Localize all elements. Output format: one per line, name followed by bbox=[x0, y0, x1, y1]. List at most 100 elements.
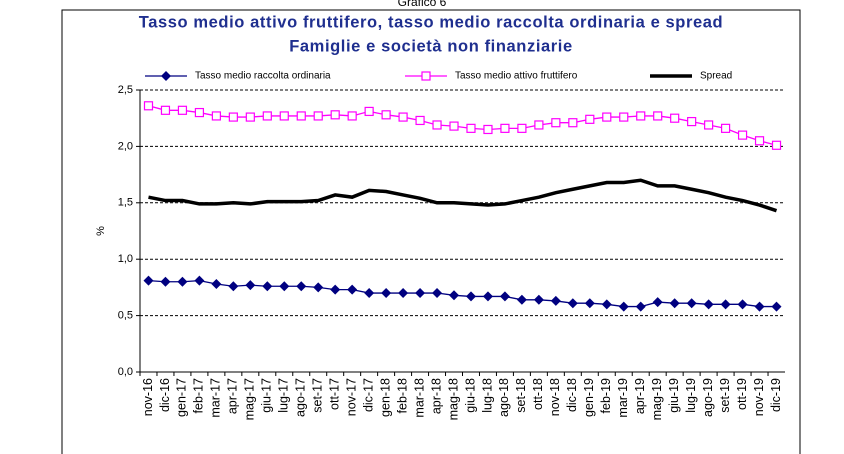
x-tick-label: dic-17 bbox=[361, 378, 375, 412]
point bbox=[754, 136, 765, 146]
point bbox=[449, 121, 459, 131]
point bbox=[296, 111, 306, 121]
point bbox=[568, 118, 578, 128]
point bbox=[636, 111, 646, 121]
x-tick-label: set-19 bbox=[718, 378, 732, 413]
x-tick-label: mar-18 bbox=[412, 378, 426, 418]
point bbox=[567, 298, 578, 309]
point bbox=[703, 299, 714, 310]
point bbox=[500, 123, 510, 133]
x-tick-label: mar-19 bbox=[616, 378, 630, 418]
y-tick-label: 0,5 bbox=[118, 310, 133, 322]
chart-title: Tasso medio attivo fruttifero, tasso med… bbox=[139, 13, 724, 31]
legend-label: Tasso medio attivo fruttifero bbox=[455, 71, 578, 82]
point bbox=[551, 118, 561, 128]
x-tick-label: set-18 bbox=[514, 378, 528, 413]
point bbox=[771, 301, 782, 312]
point bbox=[652, 297, 663, 308]
x-tick-label: ott-19 bbox=[735, 378, 749, 410]
point bbox=[584, 298, 595, 309]
point bbox=[618, 301, 629, 312]
y-tick-label: 1,0 bbox=[118, 253, 133, 265]
legend-label: Tasso medio raccolta ordinaria bbox=[195, 71, 331, 82]
x-tick-label: set-17 bbox=[311, 378, 325, 413]
point bbox=[517, 123, 527, 133]
x-tick-label: apr-17 bbox=[226, 378, 240, 414]
point bbox=[211, 279, 222, 290]
point bbox=[313, 111, 323, 121]
point bbox=[177, 276, 188, 287]
x-tick-label: ago-17 bbox=[294, 378, 308, 417]
x-tick-label: dic-18 bbox=[565, 378, 579, 412]
point bbox=[313, 282, 324, 293]
x-tick-label: giu-17 bbox=[260, 378, 274, 413]
x-tick-label: mag-18 bbox=[446, 378, 460, 420]
legend-marker bbox=[161, 71, 171, 81]
point bbox=[262, 111, 272, 121]
point bbox=[466, 123, 476, 133]
point bbox=[415, 115, 425, 126]
x-tick-label: giu-18 bbox=[463, 378, 477, 413]
x-tick-label: lug-19 bbox=[684, 378, 698, 413]
point bbox=[398, 288, 409, 299]
point bbox=[279, 281, 290, 292]
point bbox=[619, 112, 629, 122]
x-tick-label: nov-18 bbox=[548, 378, 562, 416]
x-tick-label: dic-19 bbox=[769, 378, 783, 412]
x-tick-label: feb-18 bbox=[395, 378, 409, 413]
x-tick-label: ago-18 bbox=[497, 378, 511, 417]
point bbox=[585, 114, 595, 124]
x-tick-label: dic-16 bbox=[158, 378, 172, 412]
point bbox=[160, 105, 171, 115]
x-tick-label: nov-16 bbox=[141, 378, 155, 416]
point bbox=[381, 110, 391, 120]
x-tick-label: giu-19 bbox=[667, 378, 681, 413]
chart-border bbox=[61, 9, 801, 454]
point bbox=[194, 107, 205, 118]
x-tick-label: nov-17 bbox=[344, 378, 358, 416]
y-tick-label: 0,0 bbox=[118, 366, 133, 378]
point bbox=[771, 140, 782, 150]
point bbox=[704, 120, 714, 130]
chart-supertitle: Grafico 6 bbox=[398, 0, 447, 9]
point bbox=[296, 281, 307, 292]
point bbox=[635, 301, 646, 312]
point bbox=[601, 299, 612, 310]
point bbox=[737, 130, 748, 140]
point bbox=[143, 101, 154, 111]
point bbox=[653, 111, 663, 121]
point bbox=[194, 275, 205, 286]
point bbox=[143, 275, 154, 286]
x-tick-label: mar-17 bbox=[209, 378, 223, 418]
point bbox=[669, 298, 680, 309]
point bbox=[550, 295, 561, 306]
x-tick-label: lug-17 bbox=[277, 378, 291, 413]
y-axis-label: % bbox=[95, 226, 107, 236]
point bbox=[499, 291, 510, 302]
point bbox=[245, 280, 256, 291]
series-line bbox=[148, 178, 778, 213]
y-tick-label: 2,5 bbox=[118, 84, 133, 96]
x-tick-label: gen-18 bbox=[378, 378, 392, 417]
x-tick-label: ott-18 bbox=[531, 378, 545, 410]
point bbox=[364, 106, 374, 117]
point bbox=[364, 288, 375, 299]
point bbox=[686, 298, 697, 309]
point bbox=[177, 105, 188, 115]
x-tick-label: lug-18 bbox=[480, 378, 494, 413]
x-tick-label: apr-19 bbox=[633, 378, 647, 414]
point bbox=[534, 120, 544, 130]
point bbox=[483, 124, 493, 135]
x-tick-label: gen-19 bbox=[582, 378, 596, 417]
point bbox=[398, 112, 408, 122]
point bbox=[670, 113, 680, 123]
point bbox=[533, 294, 544, 305]
x-tick-label: mag-19 bbox=[650, 378, 664, 420]
point bbox=[415, 288, 426, 299]
x-tick-label: apr-18 bbox=[429, 378, 443, 414]
point bbox=[347, 284, 358, 295]
point bbox=[262, 281, 273, 292]
point bbox=[737, 299, 748, 310]
point bbox=[279, 111, 289, 121]
